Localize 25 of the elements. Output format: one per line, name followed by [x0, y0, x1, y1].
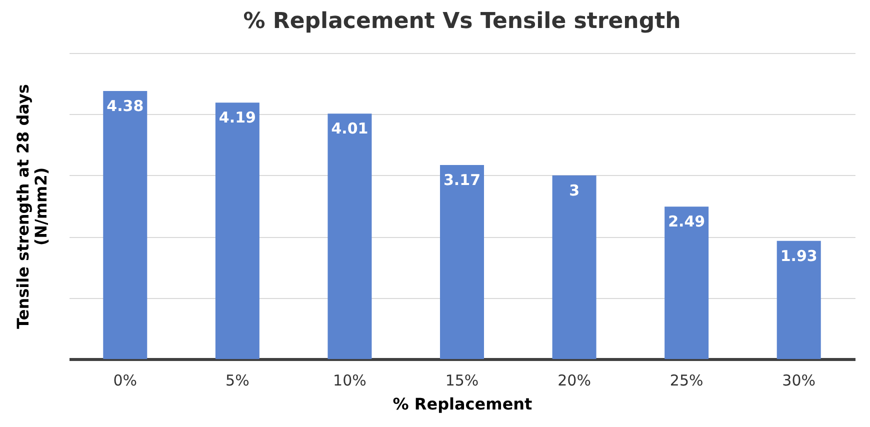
- chart-title: % Replacement Vs Tensile strength: [243, 9, 681, 34]
- data-label: 4.19: [218, 108, 256, 127]
- bar: [776, 240, 821, 359]
- x-tick-label: 0%: [113, 372, 138, 390]
- data-label: 1.93: [780, 246, 818, 265]
- bar: [552, 175, 596, 359]
- x-tick-label: 15%: [445, 372, 479, 390]
- data-label: 4.38: [106, 96, 144, 115]
- bar: [328, 114, 372, 359]
- bar: [440, 164, 484, 359]
- data-label: 4.01: [331, 120, 368, 138]
- data-label: 2.49: [668, 212, 706, 231]
- x-tick-label: 10%: [333, 372, 366, 390]
- x-tick-label: 20%: [558, 372, 591, 390]
- text: (N/mm2): [32, 167, 50, 246]
- x-tick-label: 5%: [226, 372, 250, 390]
- x-axis-title: % Replacement: [392, 394, 533, 414]
- data-label: 3.17: [443, 170, 481, 189]
- x-tick-label: 25%: [670, 372, 704, 390]
- bar: [664, 206, 709, 359]
- bar: [215, 102, 260, 359]
- text: Tensile strength at 28 days: [14, 84, 32, 329]
- data-label: 3: [569, 181, 580, 200]
- x-tick-label: 30%: [782, 372, 816, 390]
- bar: [103, 90, 148, 359]
